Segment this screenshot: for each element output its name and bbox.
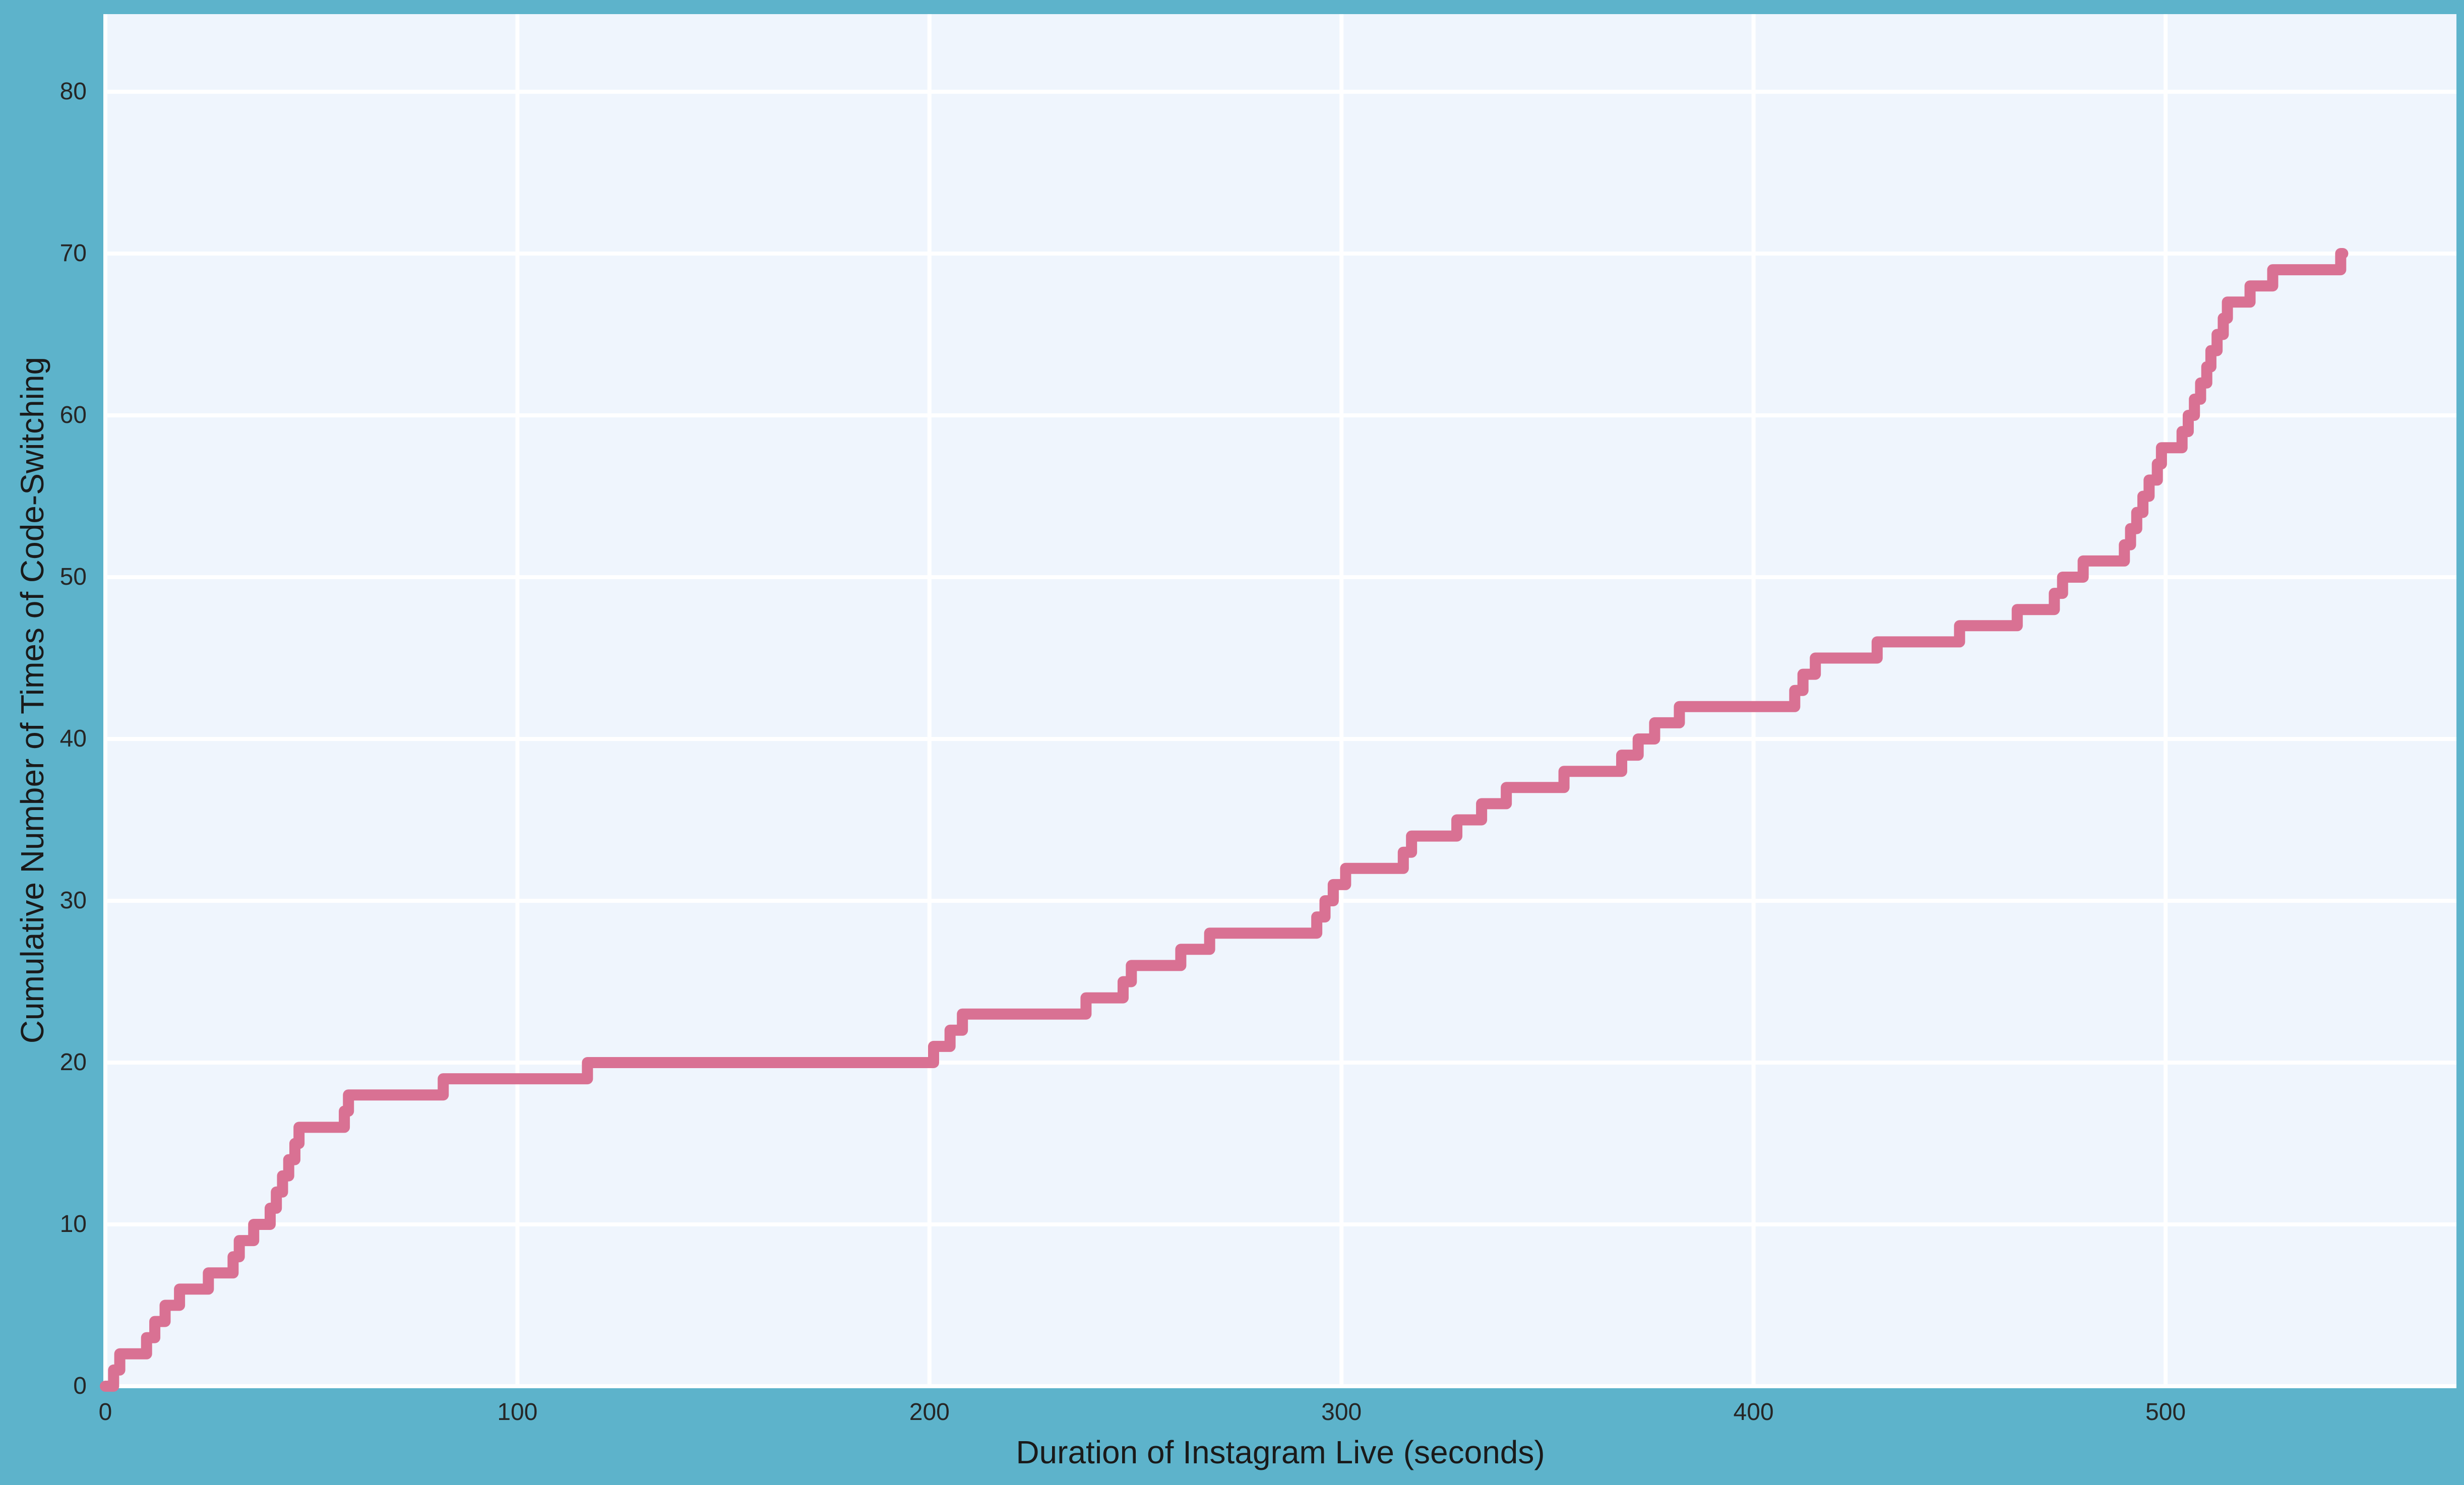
y-tick-label: 30 (59, 887, 87, 914)
y-tick-label: 40 (59, 725, 87, 752)
plot-area (104, 14, 2456, 1386)
cumulative-step-line (100, 248, 2349, 1392)
y-tick-label: 50 (59, 564, 87, 590)
y-tick-label: 80 (59, 78, 87, 105)
chart-canvas (100, 14, 2456, 1392)
y-tick-label: 0 (73, 1373, 87, 1399)
gridlines (103, 14, 2456, 1388)
x-tick-label: 0 (98, 1399, 112, 1426)
x-tick-label: 200 (909, 1399, 950, 1426)
x-tick-label: 100 (497, 1399, 538, 1426)
x-tick-label: 400 (1733, 1399, 1774, 1426)
y-tick-label: 20 (59, 1049, 87, 1076)
x-axis-title: Duration of Instagram Live (seconds) (1016, 1434, 1545, 1470)
y-tick-label: 10 (59, 1211, 87, 1237)
y-tick-label: 60 (59, 402, 87, 428)
y-tick-label: 70 (59, 240, 87, 267)
y-axis-title: Cumulative Number of Times of Code-Switc… (14, 356, 50, 1044)
x-tick-label: 300 (1321, 1399, 1362, 1426)
x-tick-label: 500 (2145, 1399, 2186, 1426)
